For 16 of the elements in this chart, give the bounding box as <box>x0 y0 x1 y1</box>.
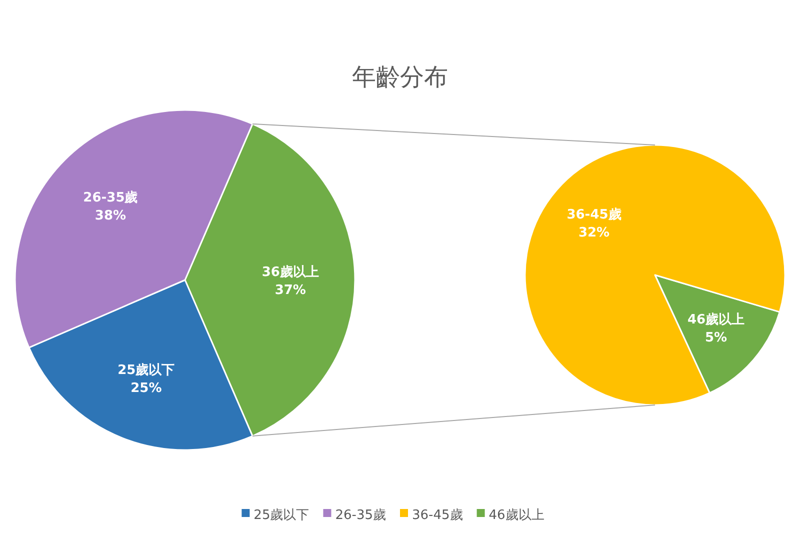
legend-label: 46歲以上 <box>488 508 544 523</box>
slice-label: 36歲以上 <box>262 265 319 280</box>
slice-label: 26-35歲 <box>83 190 138 206</box>
slice-label: 36-45歲 <box>566 207 622 222</box>
data-label: 38% <box>94 208 126 224</box>
data-label: 25% <box>130 381 162 396</box>
slice-label: 25歲以下 <box>118 363 175 378</box>
legend-label: 25歲以下 <box>254 508 310 523</box>
legend-label: 36-45歲 <box>412 508 463 523</box>
data-label: 32% <box>578 225 610 240</box>
data-label: 37% <box>274 283 306 298</box>
slice-label: 46歲以上 <box>687 312 745 328</box>
legend-label: 26-35歲 <box>335 508 386 523</box>
pie-slice <box>524 144 786 406</box>
data-label: 5% <box>704 330 728 346</box>
chart-title: 年齡分布 <box>352 63 448 91</box>
